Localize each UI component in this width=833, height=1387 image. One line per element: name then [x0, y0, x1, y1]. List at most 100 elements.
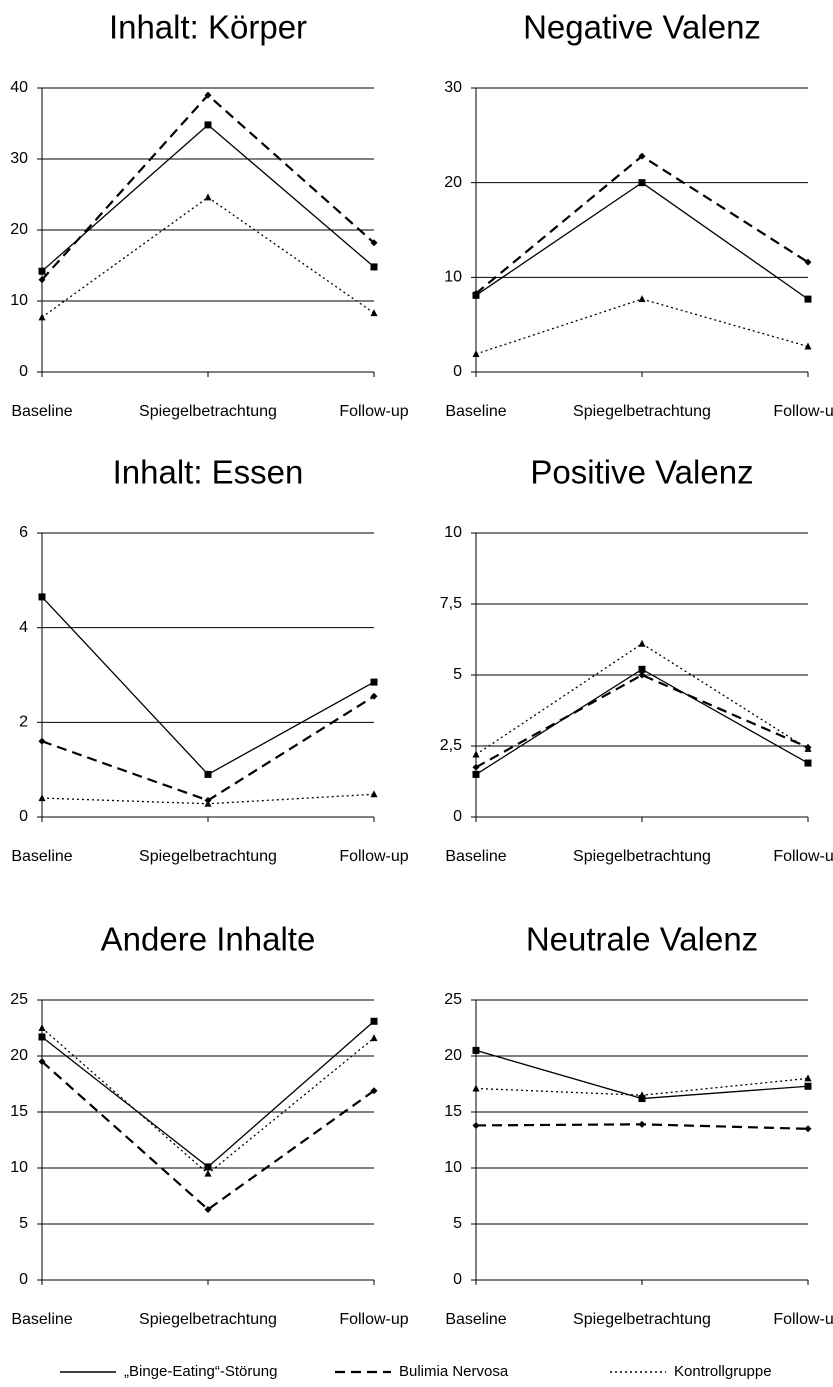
- marker: [38, 593, 46, 601]
- chart-title: Andere Inhalte: [101, 921, 316, 958]
- chart-title: Neutrale Valenz: [526, 921, 758, 958]
- y-tick-label: 4: [19, 619, 28, 636]
- y-tick-label: 25: [10, 991, 28, 1008]
- series-line: [475, 668, 809, 775]
- series-line: [41, 695, 375, 802]
- y-tick-label: 5: [453, 666, 462, 683]
- marker: [204, 91, 212, 99]
- series-line: [41, 196, 375, 318]
- marker: [38, 276, 46, 284]
- marker: [472, 1046, 480, 1054]
- series-line: [475, 181, 809, 300]
- x-tick-label: Spiegelbetrachtung: [573, 848, 711, 865]
- marker: [638, 665, 646, 673]
- x-tick-label: Spiegelbetrachtung: [573, 1311, 711, 1328]
- marker: [370, 1087, 378, 1095]
- marker: [638, 152, 646, 160]
- chart-title: Inhalt: Körper: [109, 9, 307, 46]
- y-tick-label: 10: [10, 292, 28, 309]
- marker: [472, 289, 480, 297]
- marker: [370, 692, 378, 700]
- chart-title: Inhalt: Essen: [113, 454, 304, 491]
- marker: [472, 1084, 480, 1092]
- y-tick-label: 10: [10, 1159, 28, 1176]
- y-tick-label: 10: [444, 269, 462, 286]
- marker: [204, 1163, 212, 1171]
- x-tick-label: Follow-up: [773, 1311, 833, 1328]
- y-tick-label: 20: [444, 174, 462, 191]
- y-tick-label: 0: [453, 363, 462, 380]
- marker: [204, 1205, 212, 1213]
- marker: [38, 1024, 46, 1031]
- y-tick-label: 15: [444, 1103, 462, 1120]
- marker: [804, 759, 812, 767]
- y-tick-label: 40: [10, 79, 28, 96]
- series-line: [475, 642, 809, 756]
- marker: [804, 258, 812, 266]
- y-tick-label: 0: [453, 808, 462, 825]
- x-tick-label: Baseline: [445, 848, 506, 865]
- marker: [638, 295, 646, 303]
- marker: [638, 671, 646, 679]
- marker: [38, 1033, 46, 1041]
- marker: [370, 678, 378, 686]
- marker: [370, 1017, 378, 1025]
- marker: [804, 744, 812, 752]
- x-tick-label: Baseline: [445, 403, 506, 420]
- series-line: [475, 154, 809, 295]
- y-tick-label: 15: [10, 1103, 28, 1120]
- y-tick-label: 10: [444, 1159, 462, 1176]
- series-line: [475, 298, 809, 355]
- series-line: [41, 1027, 375, 1175]
- y-tick-label: 2,5: [440, 737, 462, 754]
- marker: [204, 799, 212, 807]
- chart-title: Positive Valenz: [530, 454, 753, 491]
- marker: [804, 342, 812, 350]
- marker: [370, 790, 378, 798]
- marker: [472, 770, 480, 778]
- marker: [370, 239, 378, 247]
- y-tick-label: 5: [19, 1215, 28, 1232]
- series-line: [41, 596, 375, 776]
- marker: [38, 794, 46, 802]
- y-tick-label: 7,5: [440, 595, 462, 612]
- chart-title: Negative Valenz: [523, 9, 761, 46]
- y-tick-label: 20: [10, 1047, 28, 1064]
- x-tick-label: Spiegelbetrachtung: [573, 403, 711, 420]
- marker: [472, 750, 480, 758]
- x-tick-label: Follow-up: [773, 403, 833, 420]
- marker: [804, 1125, 812, 1133]
- marker: [638, 1120, 646, 1128]
- marker: [804, 295, 812, 303]
- x-tick-label: Spiegelbetrachtung: [139, 403, 277, 420]
- x-tick-label: Baseline: [11, 1311, 72, 1328]
- x-tick-label: Follow-up: [339, 1311, 408, 1328]
- x-tick-label: Baseline: [445, 1311, 506, 1328]
- x-tick-label: Baseline: [11, 848, 72, 865]
- marker: [38, 1058, 46, 1066]
- marker: [638, 179, 646, 187]
- series-line: [475, 673, 809, 769]
- y-tick-label: 6: [19, 524, 28, 541]
- marker: [370, 309, 378, 317]
- marker: [804, 1074, 812, 1082]
- y-tick-label: 20: [10, 221, 28, 238]
- y-tick-label: 5: [453, 1215, 462, 1232]
- marker: [472, 1121, 480, 1129]
- marker: [204, 770, 212, 778]
- legend-label: Bulimia Nervosa: [399, 1363, 509, 1380]
- x-tick-label: Follow-up: [773, 848, 833, 865]
- marker: [370, 263, 378, 271]
- y-tick-label: 0: [19, 363, 28, 380]
- legend-label: Kontrollgruppe: [674, 1363, 772, 1380]
- y-tick-label: 0: [19, 808, 28, 825]
- marker: [638, 1095, 646, 1103]
- x-tick-label: Baseline: [11, 403, 72, 420]
- marker: [38, 737, 46, 745]
- marker: [638, 639, 646, 647]
- legend-label: „Binge-Eating“-Störung: [124, 1363, 277, 1380]
- x-tick-label: Spiegelbetrachtung: [139, 1311, 277, 1328]
- marker: [472, 763, 480, 771]
- y-tick-label: 25: [444, 991, 462, 1008]
